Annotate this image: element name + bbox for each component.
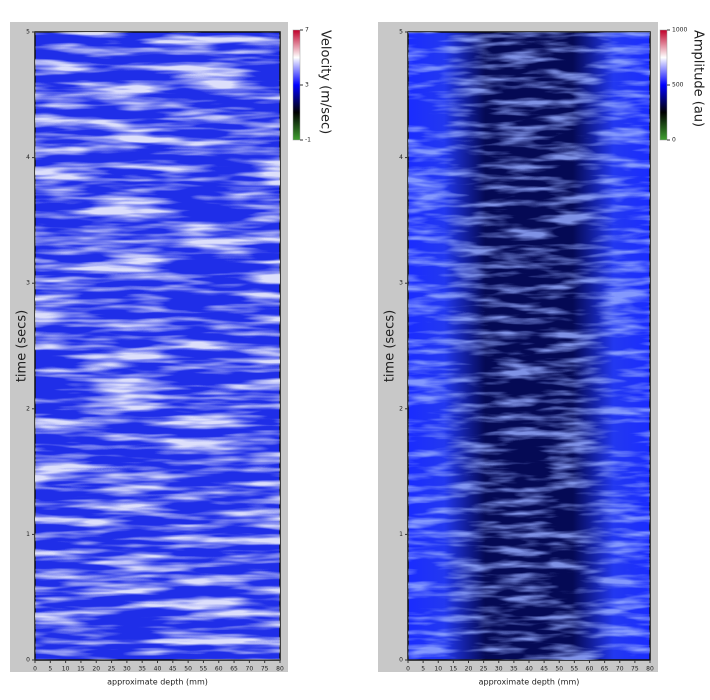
y-tick-label: 5 xyxy=(399,29,403,36)
x-tick-label: 80 xyxy=(276,666,284,673)
y-tick-label: 5 xyxy=(26,29,30,36)
x-tick-label: 25 xyxy=(108,666,116,673)
x-tick-label: 30 xyxy=(123,666,131,673)
x-axis-label: approximate depth (mm) xyxy=(479,678,580,687)
x-tick-label: 15 xyxy=(77,666,85,673)
x-tick-label: 10 xyxy=(434,666,442,673)
colorbar-tick-label: 500 xyxy=(672,82,684,89)
x-tick-label: 65 xyxy=(601,666,609,673)
x-tick-label: 40 xyxy=(154,666,162,673)
y-tick-label: 4 xyxy=(26,154,30,161)
y-tick-label: 2 xyxy=(399,405,403,412)
y-tick-label: 2 xyxy=(26,405,30,412)
x-tick-label: 25 xyxy=(480,666,488,673)
x-tick-label: 0 xyxy=(33,666,37,673)
colorbar-tick-label: -1 xyxy=(305,137,311,144)
x-tick-label: 30 xyxy=(495,666,503,673)
heatmap-texture xyxy=(408,32,650,660)
x-tick-label: 45 xyxy=(169,666,177,673)
x-tick-label: 70 xyxy=(616,666,624,673)
y-tick-label: 3 xyxy=(399,280,403,287)
x-tick-label: 5 xyxy=(48,666,52,673)
x-tick-label: 75 xyxy=(631,666,639,673)
x-tick-label: 70 xyxy=(246,666,254,673)
x-tick-label: 50 xyxy=(184,666,192,673)
y-tick-label: 3 xyxy=(26,280,30,287)
x-tick-label: 0 xyxy=(406,666,410,673)
x-tick-label: 10 xyxy=(62,666,70,673)
x-axis-label: approximate depth (mm) xyxy=(107,678,208,687)
colorbar xyxy=(660,30,667,140)
figure: 05101520253035404550556065707580012345ap… xyxy=(0,0,710,696)
colorbar-tick-label: 1000 xyxy=(672,27,687,34)
x-tick-label: 40 xyxy=(525,666,533,673)
colorbar xyxy=(293,30,300,140)
colorbar-tick-label: 7 xyxy=(305,27,309,34)
x-tick-label: 20 xyxy=(465,666,473,673)
x-tick-label: 45 xyxy=(540,666,548,673)
y-tick-label: 0 xyxy=(26,657,30,664)
x-tick-label: 15 xyxy=(450,666,458,673)
x-tick-label: 35 xyxy=(510,666,518,673)
x-tick-label: 60 xyxy=(215,666,223,673)
x-tick-label: 55 xyxy=(200,666,208,673)
x-tick-label: 20 xyxy=(92,666,100,673)
x-tick-label: 5 xyxy=(421,666,425,673)
x-tick-label: 60 xyxy=(586,666,594,673)
colorbar-label: Velocity (m/sec) xyxy=(318,30,333,134)
x-tick-label: 55 xyxy=(571,666,579,673)
y-tick-label: 1 xyxy=(26,531,30,538)
colorbar-tick-label: 3 xyxy=(305,82,309,89)
y-tick-label: 1 xyxy=(399,531,403,538)
x-tick-label: 65 xyxy=(230,666,238,673)
x-tick-label: 50 xyxy=(555,666,563,673)
colorbar-tick-label: 0 xyxy=(672,137,676,144)
x-tick-label: 75 xyxy=(261,666,269,673)
y-tick-label: 4 xyxy=(399,154,403,161)
x-tick-label: 80 xyxy=(646,666,654,673)
x-tick-label: 35 xyxy=(138,666,146,673)
heatmap-texture xyxy=(35,32,280,660)
y-tick-label: 0 xyxy=(399,657,403,664)
y-axis-label: time (secs) xyxy=(15,310,30,382)
y-axis-label: time (secs) xyxy=(383,310,398,382)
colorbar-label: Amplitude (au) xyxy=(691,30,706,127)
